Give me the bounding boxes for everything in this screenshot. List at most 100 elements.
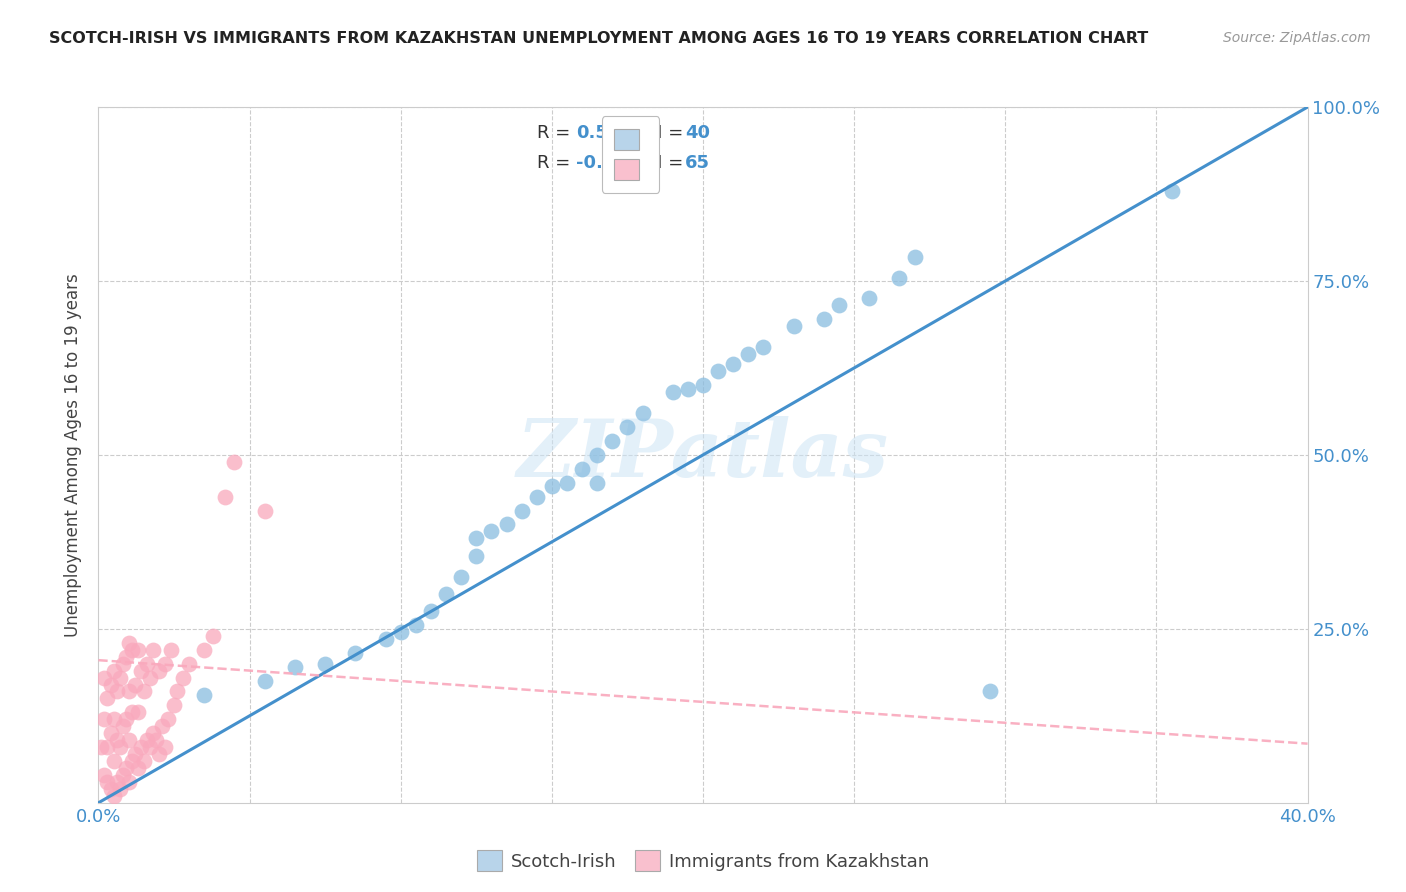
Point xyxy=(100,781,122,796)
Text: ZIPatlas: ZIPatlas xyxy=(517,417,889,493)
Point xyxy=(707,364,730,378)
Point xyxy=(193,642,215,657)
Point xyxy=(153,657,176,671)
Text: R =: R = xyxy=(537,125,571,143)
Point xyxy=(142,726,165,740)
Point xyxy=(676,382,699,396)
Point xyxy=(540,479,562,493)
Point xyxy=(132,754,155,768)
Point xyxy=(284,660,307,674)
Point xyxy=(118,636,141,650)
Point xyxy=(108,781,131,796)
Point xyxy=(121,706,143,720)
Point xyxy=(314,657,336,671)
Point xyxy=(450,570,472,584)
Point xyxy=(127,761,149,775)
Point xyxy=(193,688,215,702)
Point xyxy=(737,347,759,361)
Text: 0.550: 0.550 xyxy=(576,125,633,143)
Text: R =: R = xyxy=(537,153,571,171)
Point xyxy=(103,789,125,803)
Point xyxy=(96,740,118,755)
Legend: , : , xyxy=(602,116,659,193)
Point xyxy=(118,684,141,698)
Point xyxy=(160,642,183,657)
Point xyxy=(752,340,775,354)
Point xyxy=(813,312,835,326)
Point xyxy=(135,657,157,671)
Point xyxy=(202,629,225,643)
Point xyxy=(108,740,131,755)
Point xyxy=(124,747,146,761)
Point xyxy=(465,549,488,563)
Point xyxy=(145,733,167,747)
Legend: Scotch-Irish, Immigrants from Kazakhstan: Scotch-Irish, Immigrants from Kazakhstan xyxy=(470,843,936,879)
Point xyxy=(93,768,115,782)
Point xyxy=(153,740,176,755)
Text: SCOTCH-IRISH VS IMMIGRANTS FROM KAZAKHSTAN UNEMPLOYMENT AMONG AGES 16 TO 19 YEAR: SCOTCH-IRISH VS IMMIGRANTS FROM KAZAKHST… xyxy=(49,31,1149,46)
Point xyxy=(118,733,141,747)
Point xyxy=(1160,184,1182,198)
Point xyxy=(100,726,122,740)
Point xyxy=(114,649,136,664)
Point xyxy=(465,532,488,546)
Text: N =: N = xyxy=(648,153,683,171)
Point xyxy=(420,605,443,619)
Point xyxy=(692,378,714,392)
Text: 65: 65 xyxy=(685,153,710,171)
Point xyxy=(90,740,112,755)
Point xyxy=(127,642,149,657)
Point xyxy=(103,754,125,768)
Point xyxy=(374,632,396,647)
Point xyxy=(105,775,128,789)
Point xyxy=(166,684,188,698)
Point xyxy=(129,740,152,755)
Point xyxy=(114,761,136,775)
Point xyxy=(93,671,115,685)
Text: N =: N = xyxy=(648,125,683,143)
Y-axis label: Unemployment Among Ages 16 to 19 years: Unemployment Among Ages 16 to 19 years xyxy=(65,273,83,637)
Point xyxy=(105,684,128,698)
Point xyxy=(586,448,609,462)
Text: Source: ZipAtlas.com: Source: ZipAtlas.com xyxy=(1223,31,1371,45)
Point xyxy=(586,475,609,490)
Point xyxy=(132,684,155,698)
Point xyxy=(602,434,624,448)
Point xyxy=(858,291,880,305)
Text: 40: 40 xyxy=(685,125,710,143)
Point xyxy=(495,517,517,532)
Point xyxy=(555,475,578,490)
Point xyxy=(139,740,162,755)
Point xyxy=(142,642,165,657)
Point xyxy=(93,712,115,726)
Point xyxy=(253,674,276,689)
Point xyxy=(163,698,186,713)
Point xyxy=(179,657,201,671)
Point xyxy=(96,691,118,706)
Point xyxy=(783,319,806,334)
Point xyxy=(148,664,170,678)
Point xyxy=(121,754,143,768)
Point xyxy=(114,712,136,726)
Point xyxy=(481,524,503,539)
Point xyxy=(96,775,118,789)
Point xyxy=(118,775,141,789)
Point xyxy=(889,270,911,285)
Point xyxy=(224,455,246,469)
Text: -0.018: -0.018 xyxy=(576,153,641,171)
Point xyxy=(127,706,149,720)
Point xyxy=(214,490,236,504)
Point xyxy=(139,671,162,685)
Point xyxy=(108,671,131,685)
Point xyxy=(111,657,134,671)
Point xyxy=(571,462,593,476)
Point xyxy=(389,625,412,640)
Point xyxy=(150,719,173,733)
Point xyxy=(904,250,927,264)
Point xyxy=(616,420,638,434)
Point xyxy=(135,733,157,747)
Point xyxy=(124,677,146,691)
Point xyxy=(172,671,194,685)
Point xyxy=(111,719,134,733)
Point xyxy=(979,684,1001,698)
